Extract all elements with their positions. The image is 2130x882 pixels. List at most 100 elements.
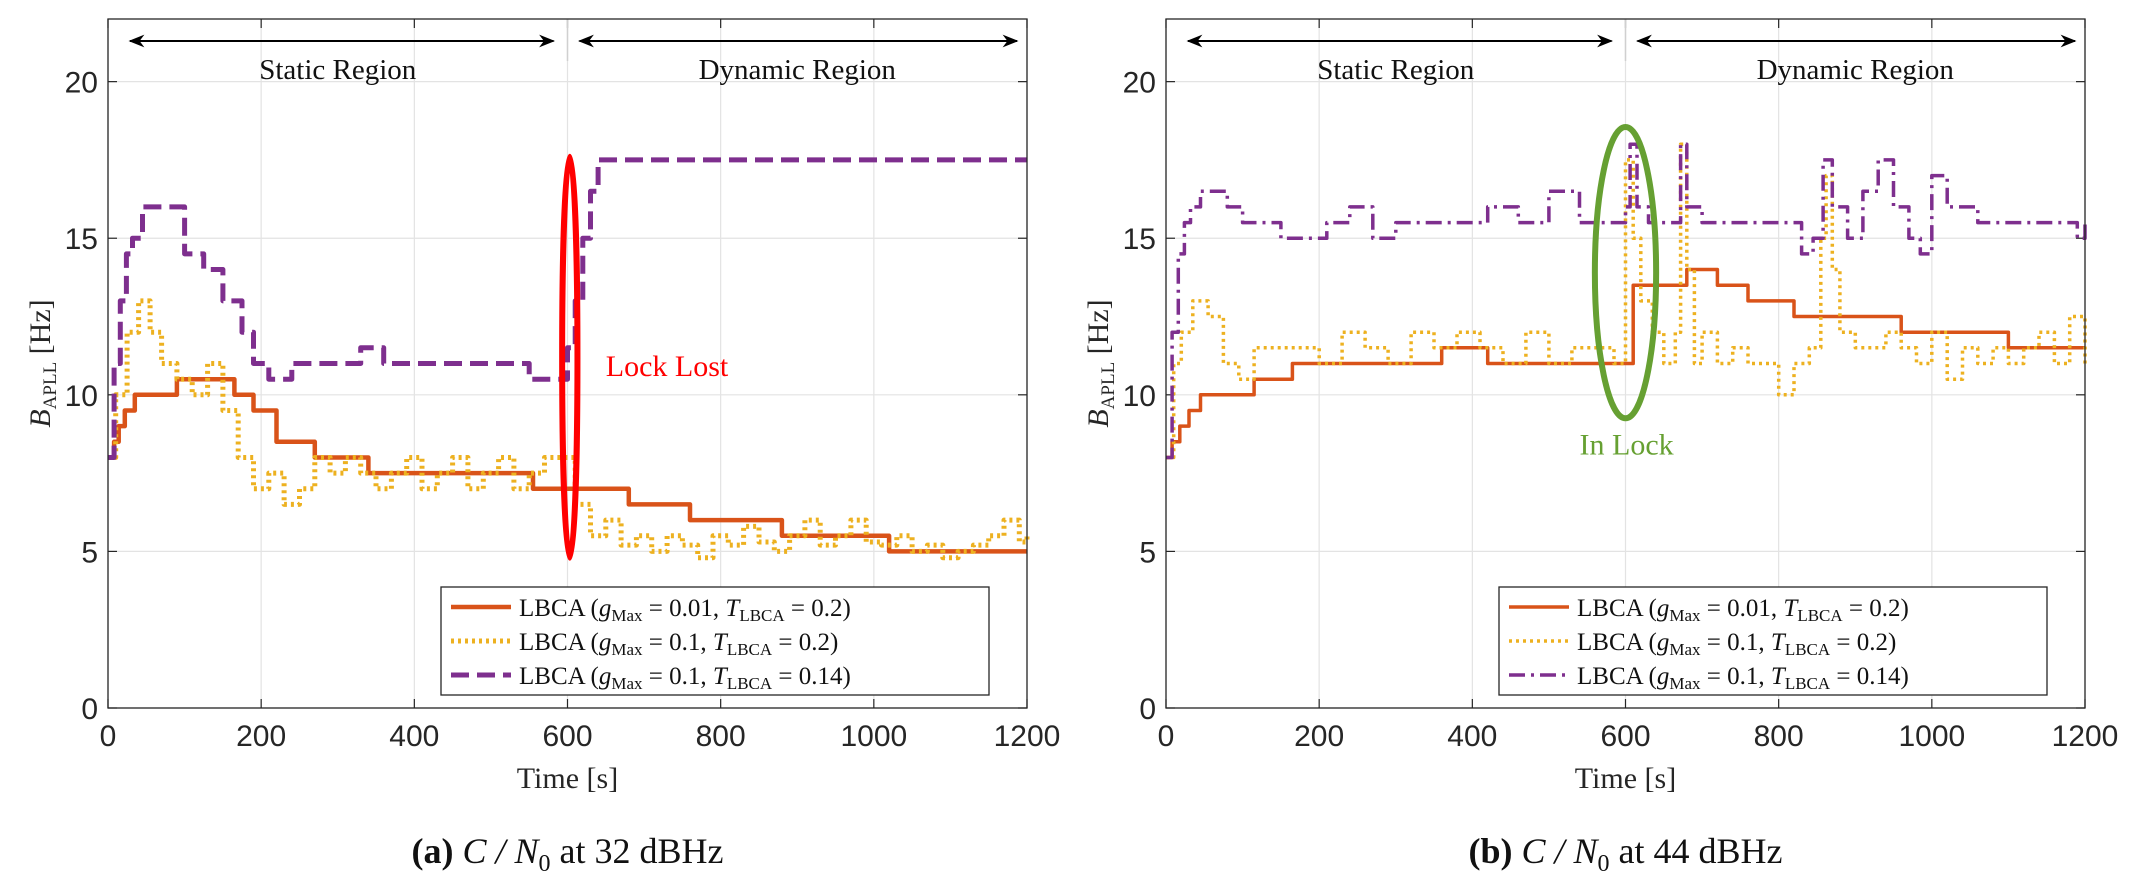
text-span: (a) [412,831,454,871]
text-span [551,831,560,871]
x-tick-label: 600 [1600,720,1650,753]
text-span: = 0.2) [1843,595,1909,622]
text-span: B [1082,409,1115,427]
text-span: APLL [1098,362,1119,410]
series-line-2 [1166,142,2087,460]
x-tick-label: 1200 [994,720,1061,753]
text-span: g [1657,595,1670,622]
text-span: g [599,595,612,622]
x-tick-label: 400 [1447,720,1497,753]
text-span: C / N [462,831,540,871]
text-span: Max [611,606,643,625]
text-span [1610,831,1619,871]
text-span: T [1783,595,1799,622]
y-tick-label: 20 [65,67,98,100]
text-span: = 0.1, [643,663,713,690]
x-axis-label: Time [s] [1575,762,1676,795]
text-span: = 0.1, [1701,663,1771,690]
series-line-2 [108,298,1030,561]
annotation-ellipse [1591,124,1660,422]
x-tick-label: 800 [1754,720,1804,753]
panel-caption: (a) C / N0 at 32 dBHz [412,831,724,877]
panel-caption: (b) C / N0 at 44 dBHz [1469,831,1783,877]
legend-entry-label: LBCA (gMax = 0.01, TLBCA = 0.2) [1577,595,1909,625]
text-span: 0 [1598,851,1610,877]
text-span: LBCA ( [519,595,599,622]
series-line-3 [108,157,1027,460]
annotation-label: In Lock [1580,428,1674,461]
text-span: Max [611,640,643,659]
x-tick-label: 0 [1158,720,1175,753]
x-tick-label: 800 [696,720,746,753]
text-span: = 0.14) [772,663,851,690]
text-span: [Hz] [1082,299,1115,361]
text-span: LBCA ( [519,629,599,656]
text-span: [Hz] [24,299,57,361]
x-tick-label: 200 [236,720,286,753]
y-tick-label: 10 [1123,380,1156,413]
text-span: = 0.2) [772,629,838,656]
y-tick-label: 0 [81,693,98,726]
legend: LBCA (gMax = 0.01, TLBCA = 0.2)LBCA (gMa… [1498,586,2048,696]
y-tick-label: 20 [1123,67,1156,100]
y-axis-label: BAPLL [Hz] [1082,299,1119,427]
text-span: LBCA ( [1577,663,1657,690]
text-span: LBCA [1797,606,1843,625]
annotation-ellipse [559,153,581,561]
text-span: = 0.14) [1830,663,1909,690]
text-span: = 0.01, [643,595,726,622]
text-span [1513,831,1522,871]
text-span [453,831,462,871]
x-tick-label: 1200 [2052,720,2119,753]
text-span: = 0.1, [643,629,713,656]
x-tick-label: 1000 [840,720,907,753]
text-span: T [713,629,729,656]
annotation-label: Lock Lost [606,350,729,383]
text-span: g [1657,629,1670,656]
text-span: T [1771,663,1787,690]
region-label: Dynamic Region [1757,54,1955,86]
text-span: LBCA [1785,674,1831,693]
text-span: C / N [1522,831,1600,871]
series-line-3 [1166,142,2087,460]
panel-a: 0 200 400 600 800 1000 1200 0 5 10 15 20 Static Regi… [24,18,1061,877]
text-span: LBCA ( [1577,595,1657,622]
text-span: g [599,663,612,690]
text-span: Max [611,674,643,693]
legend: LBCA (gMax = 0.01, TLBCA = 0.2)LBCA (gMa… [440,586,990,696]
text-span: g [1657,663,1670,690]
axes-box [107,18,1028,709]
series-line-1 [108,376,1027,554]
y-tick-label: 5 [1139,536,1156,569]
y-tick-label: 15 [1123,223,1156,256]
legend-entry-label: LBCA (gMax = 0.01, TLBCA = 0.2) [519,595,851,625]
text-span: B [24,409,57,427]
legend-entry-label: LBCA (gMax = 0.1, TLBCA = 0.14) [519,663,851,693]
text-span: T [1771,629,1787,656]
text-span: LBCA ( [1577,629,1657,656]
text-span: at 32 dBHz [560,831,724,871]
y-tick-label: 10 [65,380,98,413]
text-span: LBCA [727,674,773,693]
x-tick-label: 1000 [1898,720,1965,753]
y-tick-label: 5 [81,536,98,569]
legend-entry-label: LBCA (gMax = 0.1, TLBCA = 0.2) [519,629,838,659]
text-span: Max [1669,640,1701,659]
x-tick-label: 0 [100,720,117,753]
text-span: = 0.2) [785,595,851,622]
x-tick-label: 200 [1294,720,1344,753]
x-tick-label: 400 [389,720,439,753]
y-tick-label: 0 [1139,693,1156,726]
legend-entry-label: LBCA (gMax = 0.1, TLBCA = 0.14) [1577,663,1909,693]
legend-entry-label: LBCA (gMax = 0.1, TLBCA = 0.2) [1577,629,1896,659]
text-span: T [713,663,729,690]
region-label: Dynamic Region [699,54,897,86]
text-span: = 0.1, [1701,629,1771,656]
y-axis-label: BAPLL [Hz] [24,299,61,427]
text-span: LBCA [1785,640,1831,659]
text-span: LBCA [739,606,785,625]
legend-box [1498,586,2048,696]
panel-b: 0 200 400 600 800 1000 1200 0 5 10 15 20 Static Regi… [1082,18,2119,877]
text-span: (b) [1469,831,1513,871]
